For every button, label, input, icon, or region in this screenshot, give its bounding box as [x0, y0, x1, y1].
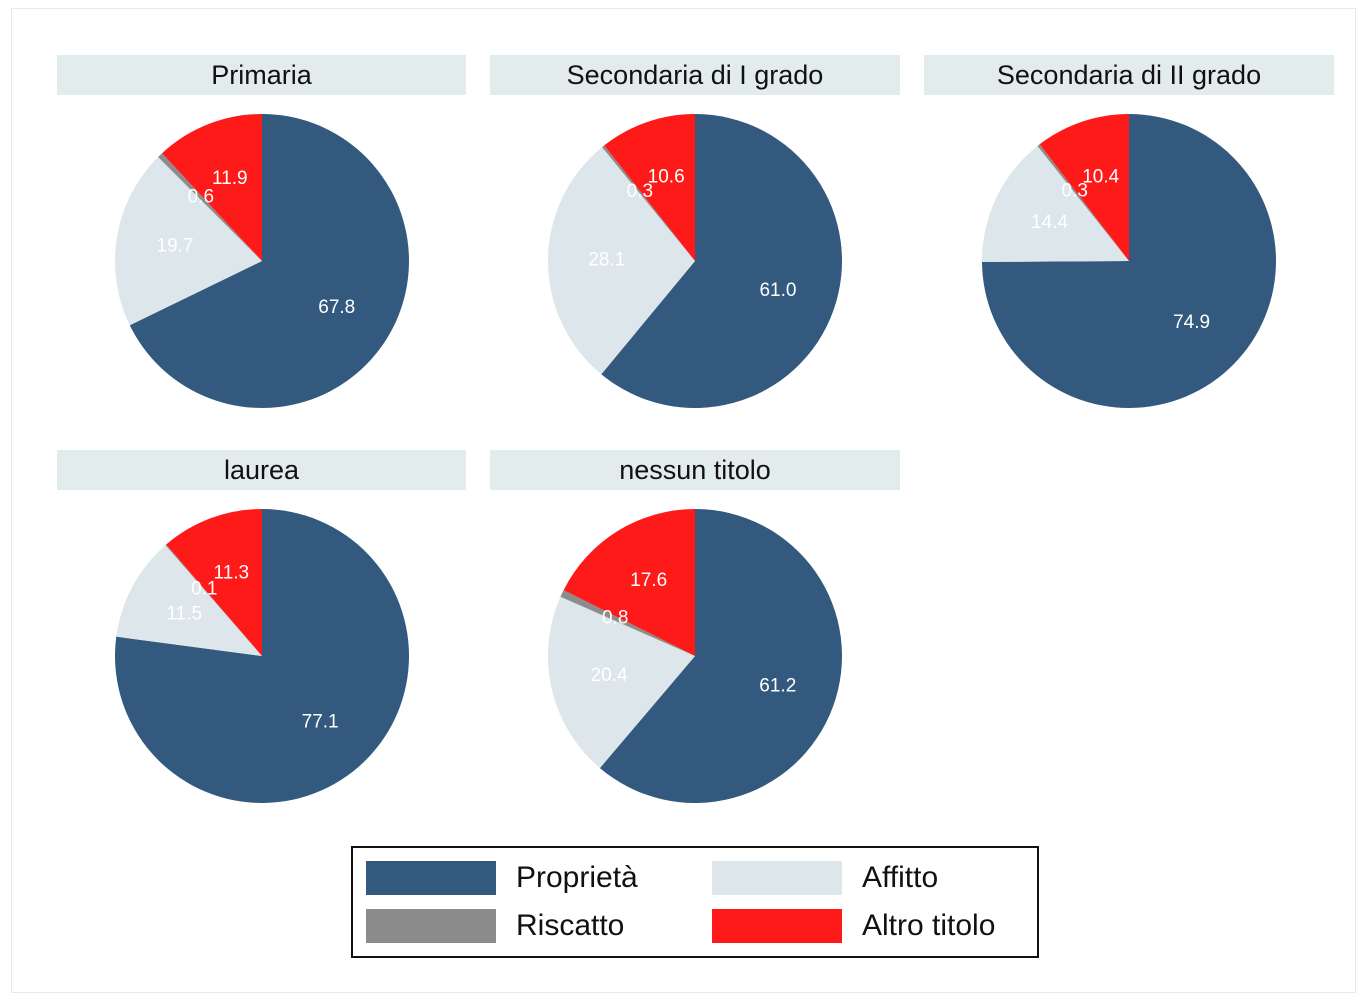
pie-label-riscatto: 0.6: [188, 186, 214, 207]
pie-label-proprieta: 61.2: [759, 675, 796, 696]
pie-slice-altro-titolo: [162, 114, 262, 261]
pie-slice-affitto: [548, 147, 695, 375]
panel-title-secondaria-i-grado: Secondaria di I grado: [490, 55, 900, 95]
pie-slice-proprieta: [601, 114, 842, 408]
pie-chart-secondaria-i-grado: 61.0 28.1 0.310.6: [548, 114, 842, 408]
pie-label-proprieta: 67.8: [318, 297, 355, 318]
pie-chart-nessun-titolo: 61.2 20.4 0.817.6: [548, 509, 842, 803]
pie-slice-affitto: [116, 545, 263, 656]
pie-label-riscatto: 0.1: [191, 578, 217, 599]
pie-slice-proprieta: [129, 114, 410, 408]
pie-slice-altro-titolo: [604, 114, 695, 261]
pie-label-altro-titolo: 11.9: [212, 168, 248, 189]
panel-title-nessun-titolo: nessun titolo: [490, 450, 900, 490]
pie-label-riscatto: 0.3: [1062, 180, 1088, 201]
pie-label-altro-titolo: 17.6: [630, 570, 667, 591]
pie-chart-laurea: 77.1 11.5 0.111.3: [115, 509, 410, 803]
pie-label-proprieta: 77.1: [302, 711, 339, 732]
legend-label-altro-titolo: Altro titolo: [862, 909, 996, 942]
pie-slice-altro-titolo: [166, 509, 262, 656]
pie-label-altro-titolo: 10.4: [1082, 166, 1119, 187]
legend-swatch-affitto: [712, 861, 842, 895]
pie-slice-riscatto: [602, 145, 695, 261]
pie-slice-affitto: [114, 157, 262, 326]
pie-label-affitto: 20.4: [591, 665, 628, 686]
pie-label-affitto: 28.1: [588, 250, 625, 271]
pie-slice-altro-titolo: [563, 509, 695, 656]
pie-chart-secondaria-ii-grado: 74.9 14.4 0.310.4: [982, 114, 1276, 409]
pie-label-altro-titolo: 10.6: [648, 167, 685, 188]
legend-swatch-altro-titolo: [712, 909, 842, 943]
pie-label-proprieta: 74.9: [1173, 312, 1210, 333]
pie-label-affitto: 19.7: [157, 235, 194, 256]
legend-swatch-riscatto: [366, 909, 496, 943]
pie-label-riscatto: 0.8: [602, 607, 628, 628]
pie-slice-affitto: [548, 596, 695, 769]
legend-label-affitto: Affitto: [862, 861, 939, 894]
pie-slice-affitto: [982, 145, 1129, 262]
chart-legend: Proprietà Affitto Riscatto Altro titolo: [351, 846, 1039, 958]
pie-slice-riscatto: [1037, 144, 1129, 261]
pie-label-riscatto: 0.3: [627, 181, 653, 202]
pie-slice-riscatto: [165, 544, 262, 656]
pie-label-altro-titolo: 11.3: [214, 562, 250, 583]
legend-label-proprieta: Proprietà: [516, 861, 638, 894]
legend-swatch-proprieta: [366, 861, 496, 895]
pie-slice-proprieta: [599, 509, 842, 803]
panel-title-primaria: Primaria: [57, 55, 466, 95]
pie-slice-altro-titolo: [1039, 114, 1129, 261]
pie-label-affitto: 11.5: [167, 603, 203, 624]
legend-label-riscatto: Riscatto: [516, 909, 625, 942]
pie-slice-proprieta: [982, 114, 1276, 409]
panel-title-secondaria-ii-grado: Secondaria di II grado: [924, 55, 1334, 95]
pie-slice-riscatto: [560, 590, 695, 656]
pie-chart-primaria: 67.8 19.7 0.611.9: [114, 114, 410, 408]
pie-label-proprieta: 61.0: [759, 280, 796, 301]
panel-title-laurea: laurea: [57, 450, 466, 490]
pie-label-affitto: 14.4: [1031, 212, 1068, 233]
pie-slice-riscatto: [158, 153, 262, 261]
